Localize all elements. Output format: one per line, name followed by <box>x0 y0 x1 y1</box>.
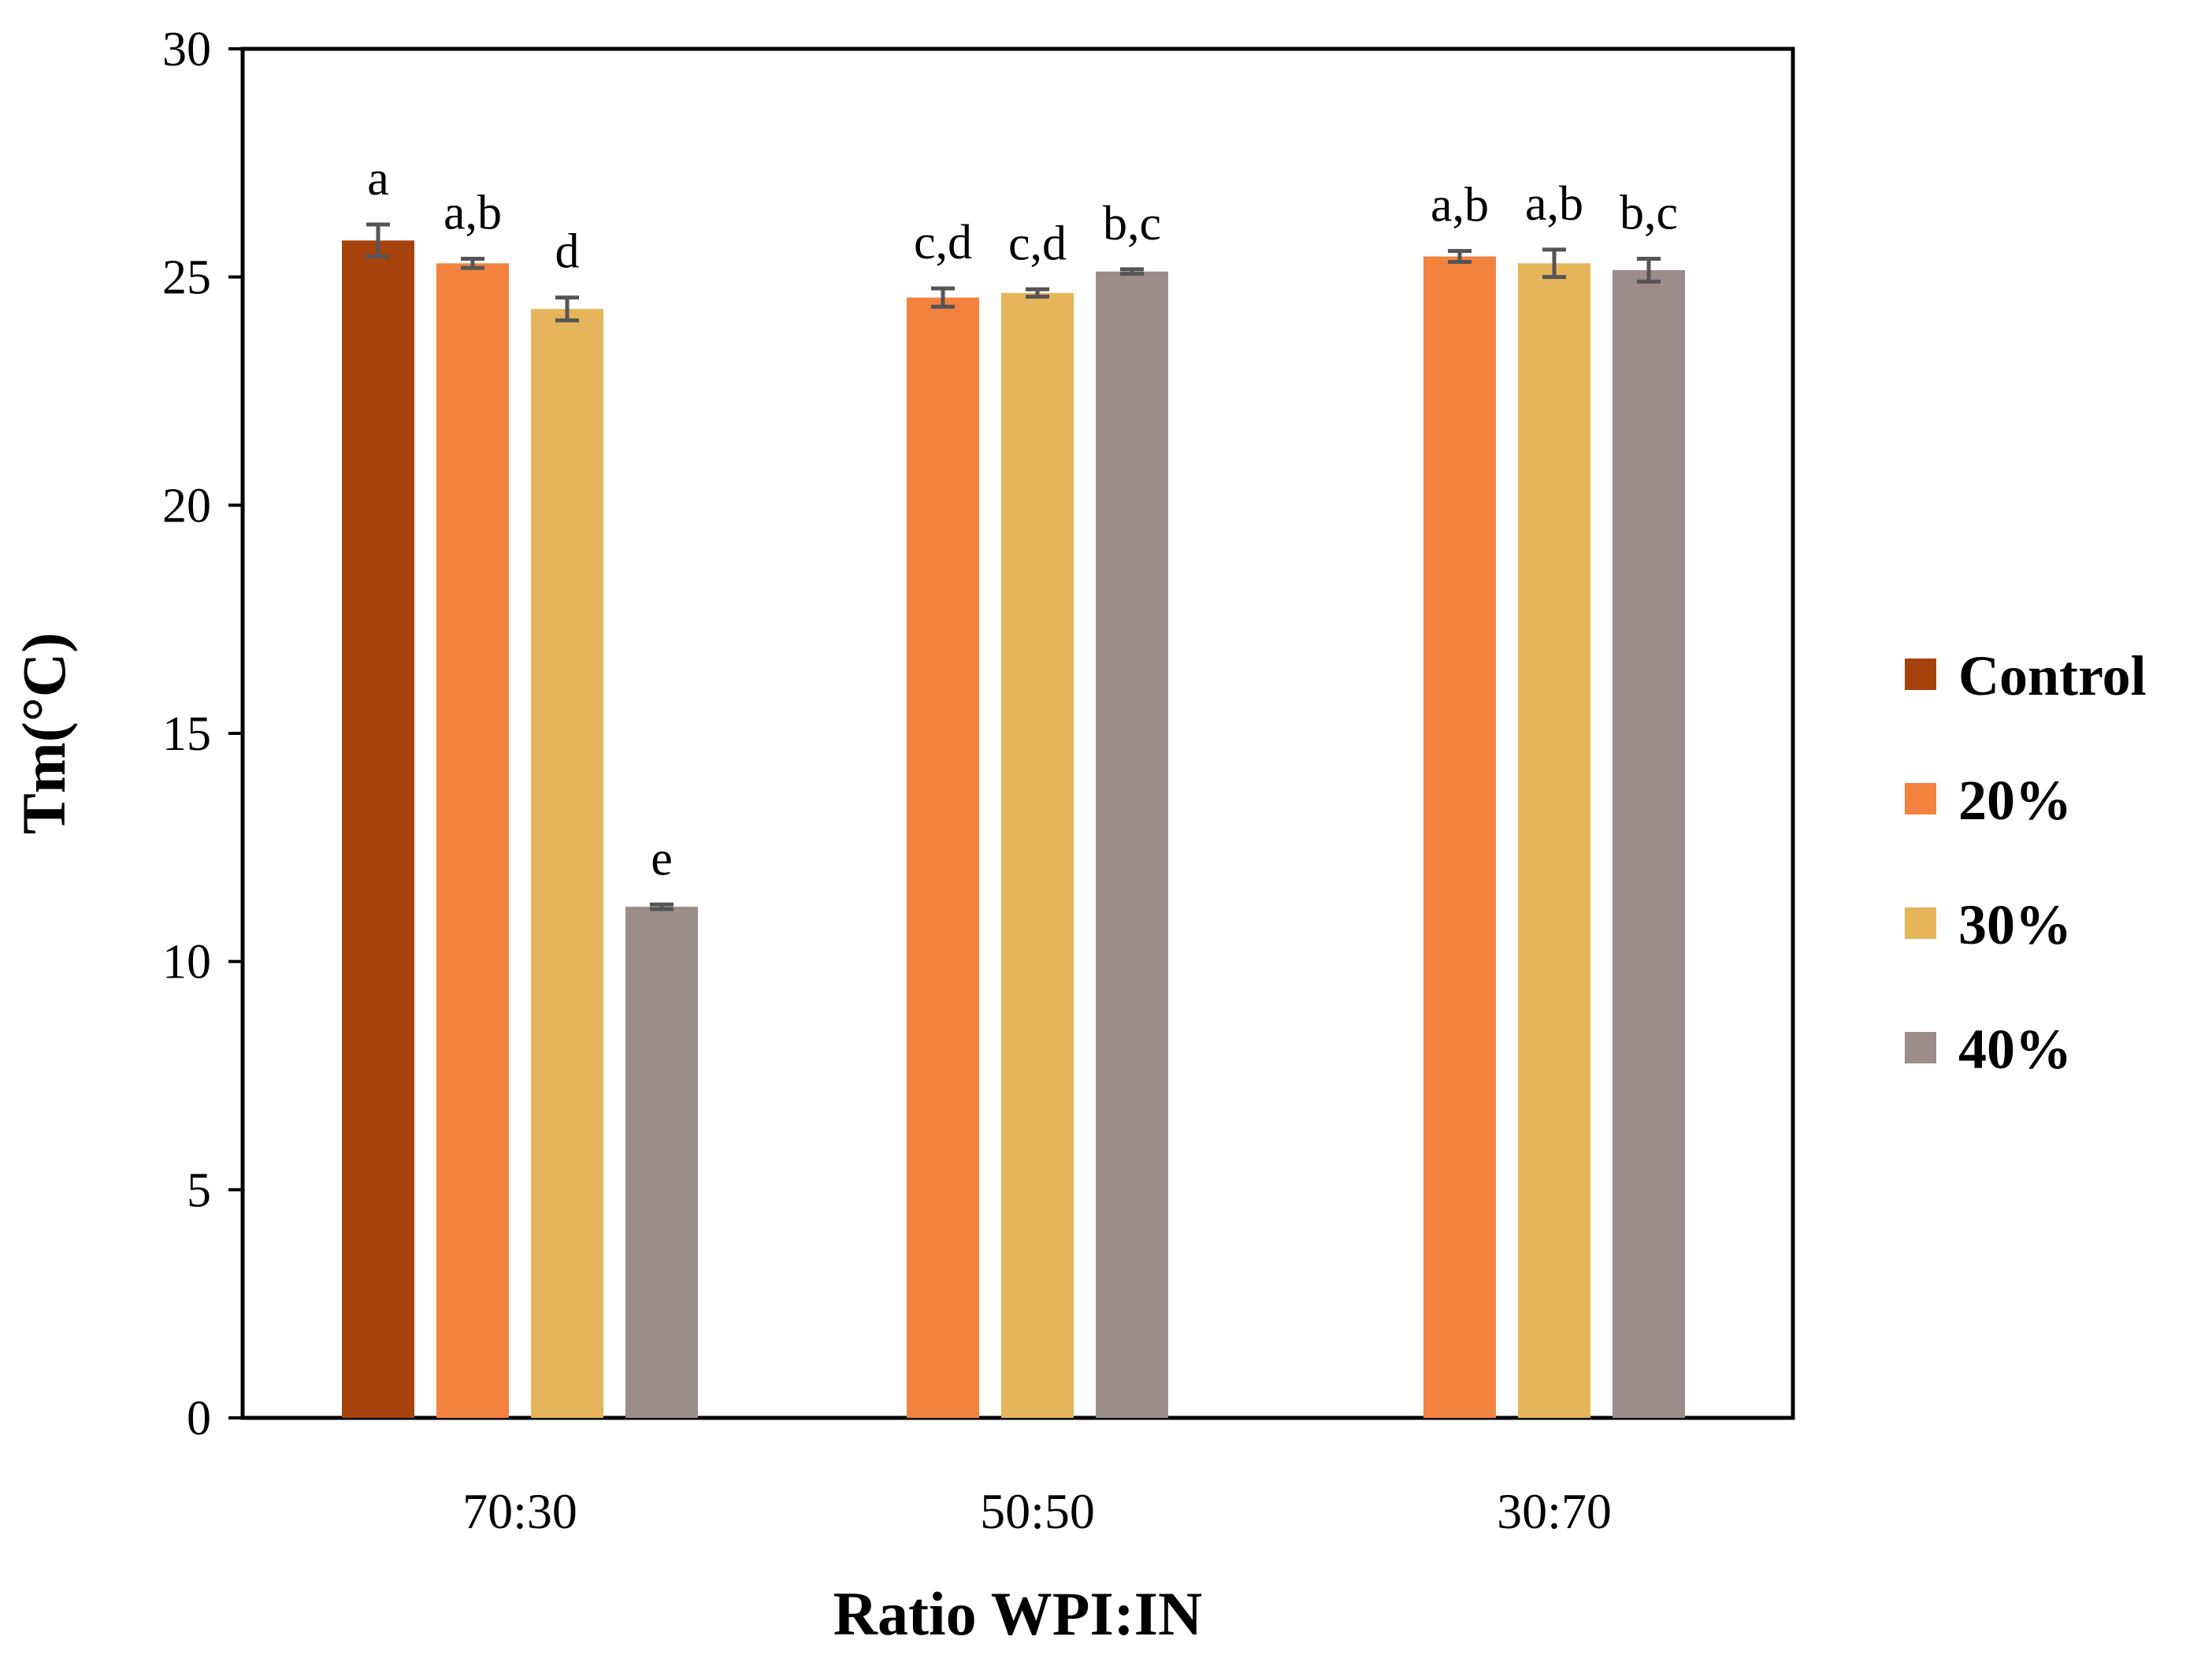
significance-label: a,b <box>1431 179 1489 232</box>
bar-20pct-50-50 <box>907 297 979 1418</box>
x-axis-title: Ratio WPI:IN <box>833 1579 1203 1648</box>
x-category-label: 50:50 <box>980 1483 1095 1539</box>
y-tick-label: 5 <box>187 1163 211 1217</box>
legend-swatch <box>1905 907 1936 939</box>
bar-30pct-70-30 <box>531 309 603 1419</box>
y-tick-label: 25 <box>162 251 211 305</box>
legend-label: 30% <box>1958 893 2072 956</box>
error-bar <box>931 286 955 309</box>
error-bar <box>461 256 484 270</box>
error-bar <box>1542 247 1566 280</box>
y-tick-label: 15 <box>162 707 211 761</box>
error-bar <box>1120 267 1144 276</box>
legend: Control 20% 30% 40% <box>1905 644 2147 1081</box>
significance-label: a,b <box>444 186 502 239</box>
error-bar <box>650 902 674 911</box>
significance-label: e <box>651 832 673 885</box>
y-tick-label: 10 <box>162 936 211 989</box>
significance-label: c,d <box>914 216 972 269</box>
bar-40pct-70-30 <box>625 907 698 1418</box>
legend-item: 20% <box>1905 769 2072 832</box>
bar-30pct-50-50 <box>1001 292 1074 1418</box>
significance-label: a <box>367 152 389 206</box>
legend-swatch <box>1905 659 1936 690</box>
y-axis-title: Tm(°C) <box>9 633 78 834</box>
legend-item: 40% <box>1905 1018 2072 1081</box>
bar-20pct-70-30 <box>436 263 509 1419</box>
error-bar <box>1637 256 1661 284</box>
legend-label: Control <box>1958 644 2147 707</box>
y-tick-label: 30 <box>162 23 211 76</box>
x-category-label: 30:70 <box>1497 1483 1612 1539</box>
x-category-label: 70:30 <box>462 1483 577 1539</box>
legend-swatch <box>1905 1032 1936 1063</box>
legend-item: Control <box>1905 644 2147 707</box>
bar-control-70-30 <box>342 240 414 1418</box>
y-tick-label: 20 <box>162 479 211 532</box>
bar-40pct-30-70 <box>1613 269 1685 1418</box>
significance-label: d <box>555 225 580 279</box>
error-bar <box>366 222 390 259</box>
x-axis: 70:30 50:50 30:70 <box>462 1483 1612 1539</box>
bar-40pct-50-50 <box>1096 271 1168 1419</box>
bar-30pct-30-70 <box>1518 263 1590 1419</box>
significance-label: b,c <box>1103 197 1161 250</box>
legend-label: 40% <box>1958 1018 2072 1081</box>
significance-label: b,c <box>1620 186 1678 239</box>
significance-label: a,b <box>1525 177 1583 231</box>
error-bar <box>555 295 579 323</box>
error-bar <box>1448 249 1472 265</box>
bar-20pct-30-70 <box>1423 256 1496 1418</box>
error-bar <box>1026 287 1049 299</box>
significance-label: c,d <box>1008 217 1067 270</box>
y-axis: 0 5 10 15 20 25 30 <box>162 23 243 1445</box>
legend-swatch <box>1905 783 1936 814</box>
y-tick-label: 0 <box>187 1392 211 1445</box>
legend-label: 20% <box>1958 769 2072 832</box>
legend-item: 30% <box>1905 893 2072 956</box>
bars-group: a a,b d e c,d c,d b,c a,b a,b b,c <box>342 152 1685 1419</box>
